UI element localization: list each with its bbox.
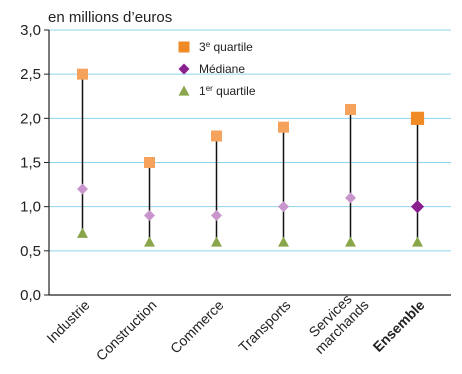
x-category-label: Commerce [167, 297, 227, 357]
x-category-label: Ensemble [370, 297, 428, 355]
x-category-label: Industrie [43, 297, 92, 346]
y-axis-unit-label: en millions d’euros [48, 9, 172, 26]
legend-marker-median [178, 63, 190, 75]
y-tick-label: 3,0 [20, 22, 41, 39]
legend-marker-q1 [178, 85, 190, 96]
q1-point [345, 236, 356, 247]
y-tick-label: 0,5 [20, 243, 41, 260]
q1-point [144, 236, 155, 247]
x-category-label: Construction [93, 297, 160, 364]
legend-item-q3: 3e quartile [178, 40, 253, 54]
q3-point [144, 157, 155, 168]
q3-point [410, 111, 425, 125]
q3-point [278, 121, 289, 133]
median-point [77, 183, 88, 195]
median-point [345, 192, 356, 204]
q3-point [345, 104, 356, 115]
x-category-label: Servicesmarchands [300, 285, 372, 357]
legend-item-median: Médiane [178, 62, 245, 76]
y-tick-label: 0,0 [20, 287, 41, 304]
legend-label: 1er quartile [199, 84, 256, 98]
y-tick-label: 2,0 [20, 110, 41, 127]
x-category-label: Transports [235, 297, 293, 355]
y-tick-label: 2,5 [20, 66, 41, 83]
q3-point [77, 68, 88, 80]
y-tick-label: 1,0 [20, 199, 41, 216]
legend-label: Médiane [199, 62, 245, 76]
y-tick-label: 1,5 [20, 155, 41, 172]
q1-point [77, 227, 88, 238]
legend-label: 3e quartile [199, 40, 253, 54]
median-point [211, 210, 222, 221]
median-point [410, 200, 425, 214]
q1-point [211, 236, 222, 247]
q1-point [278, 236, 289, 247]
median-point [278, 201, 289, 213]
q3-point [211, 130, 222, 142]
legend-item-q1: 1er quartile [178, 84, 256, 98]
q1-point [412, 236, 423, 247]
legend-marker-q3 [178, 41, 190, 53]
median-point [144, 210, 155, 221]
